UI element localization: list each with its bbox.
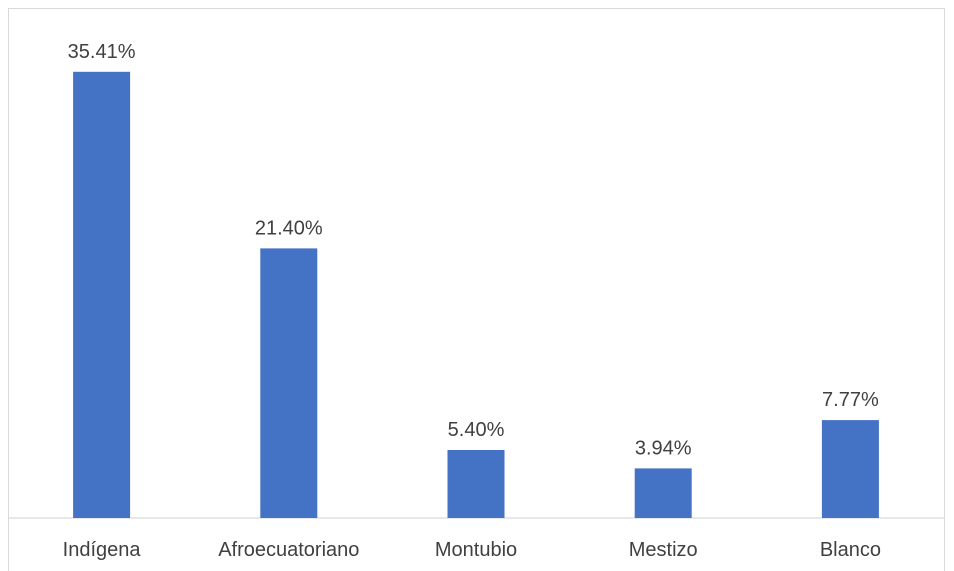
bar-afroecuatoriano xyxy=(260,248,318,518)
category-label-mestizo: Mestizo xyxy=(629,539,698,561)
data-label-indigena: 35.41% xyxy=(68,41,136,63)
bar-montubio xyxy=(447,450,505,518)
category-label-afroecuatoriano: Afroecuatoriano xyxy=(218,539,359,561)
bar-blanco xyxy=(821,420,879,518)
data-label-montubio: 5.40% xyxy=(448,419,505,441)
bar-indigena xyxy=(73,71,131,519)
data-label-blanco: 7.77% xyxy=(822,389,879,411)
category-label-montubio: Montubio xyxy=(435,539,517,561)
category-label-indigena: Indígena xyxy=(63,539,142,561)
bars-group xyxy=(73,71,879,519)
bar-mestizo xyxy=(634,468,692,518)
data-label-mestizo: 3.94% xyxy=(635,437,692,459)
data-label-afroecuatoriano: 21.40% xyxy=(255,217,323,239)
category-labels-group: Indígena Afroecuatoriano Montubio Mestizo Bl… xyxy=(63,539,881,561)
data-labels-group: 35.41% 21.40% 5.40% 3.94% 7.77% xyxy=(68,41,879,460)
chart-frame xyxy=(8,8,945,571)
category-label-blanco: Blanco xyxy=(820,539,881,561)
